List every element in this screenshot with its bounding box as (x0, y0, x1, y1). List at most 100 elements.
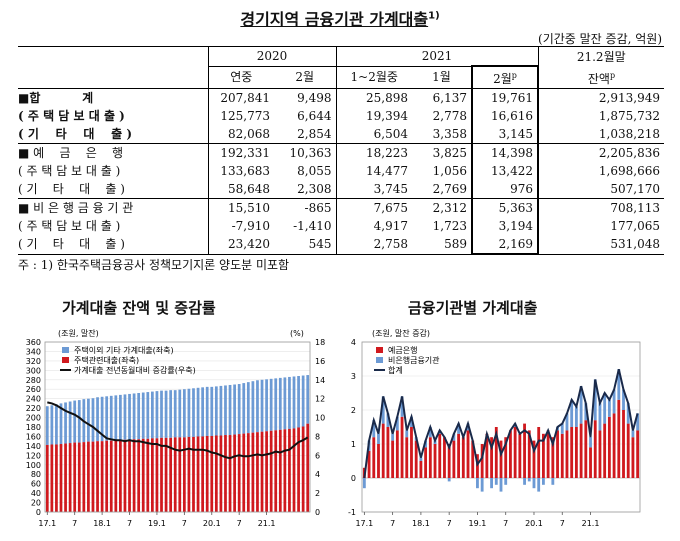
row-label: ( 기 타 대 출 ) (18, 182, 125, 196)
cell-value: 2,854 (297, 127, 332, 141)
bar-bank (461, 437, 465, 478)
row-label: ■ 예 금 은 행 (18, 143, 208, 162)
y-right-tick-label: 14 (315, 376, 325, 385)
row-label: ( 주 택 담 보 대 출 ) (18, 164, 121, 178)
cell-value: 507,170 (537, 180, 664, 199)
bar-bank (598, 430, 602, 478)
y-tick-label: 0 (351, 474, 356, 483)
y-right-tick-label: 16 (315, 357, 325, 366)
header-jan-feb: 1~2월중 (335, 66, 412, 89)
bar-bank (504, 437, 508, 478)
bar-other-loans (306, 375, 310, 424)
bar-nonbank (537, 478, 541, 492)
y-left-tick-label: 60 (31, 480, 41, 489)
total-line (363, 368, 639, 479)
bar-housing-loans (256, 432, 259, 512)
header-balance-date: 21.2월말 (537, 46, 664, 66)
bar-nonbank (617, 369, 621, 400)
bar-other-loans (205, 386, 209, 436)
balance-growth-chart: (조원, 말잔) (%)02040608010012014016018020022… (26, 328, 325, 528)
cell-value: 1,875,732 (537, 107, 664, 125)
bar-housing-loans (146, 438, 150, 512)
header-feb-2020: 2월 (295, 70, 315, 85)
bar-housing-loans (68, 443, 72, 512)
x-tick-label: 7 (560, 519, 565, 528)
bar-nonbank (574, 406, 578, 427)
y-tick-label: 3 (351, 372, 356, 381)
y-right-tick-label: 0 (315, 508, 320, 517)
cell-value: 1,038,218 (537, 125, 664, 144)
bar-housing-loans (205, 435, 209, 512)
bar-nonbank (598, 403, 602, 431)
left-axis-unit: (조원, 말잔) (58, 328, 99, 338)
bar-bank (589, 447, 592, 478)
legend-label: 예금은행 (388, 345, 417, 355)
bar-nonbank (400, 396, 404, 417)
cell-value: 4,917 (335, 217, 412, 235)
bar-other-loans (109, 395, 113, 441)
bar-nonbank (565, 413, 569, 431)
bar-bank (509, 430, 512, 478)
cell-value: 708,113 (537, 198, 664, 217)
bar-bank (584, 420, 588, 478)
cell-value: 7,675 (335, 198, 412, 217)
bar-housing-loans (196, 436, 200, 512)
bar-nonbank (584, 403, 588, 421)
legend-label: 가계대출 전년동월대비 증감률(우축) (74, 365, 196, 375)
bar-other-loans (256, 380, 259, 433)
bar-other-loans (246, 382, 250, 434)
cell-value: 3,358 (432, 127, 467, 141)
bar-nonbank (541, 478, 545, 485)
cell-value: 18,223 (335, 143, 412, 162)
legend-label: 주택관련대출(좌축) (74, 355, 139, 365)
x-tick-label: 19.1 (148, 519, 166, 528)
bar-housing-loans (55, 444, 58, 512)
bar-other-loans (87, 398, 90, 442)
bar-nonbank (377, 433, 380, 444)
bar-housing-loans (251, 432, 255, 512)
report-title-text: 경기지역 금융기관 가계대출 (240, 10, 429, 29)
bar-bank (636, 430, 640, 478)
bar-bank (438, 433, 442, 478)
cell-value: -865 (274, 198, 336, 217)
bar-nonbank (603, 393, 607, 424)
cell-value: 976 (471, 180, 539, 199)
bar-housing-loans (77, 442, 81, 512)
bar-bank (556, 430, 559, 478)
y-tick-label: 1 (351, 440, 356, 449)
y-left-tick-label: 140 (26, 442, 41, 451)
bar-other-loans (228, 384, 232, 436)
bar-other-loans (164, 390, 168, 438)
header-annual: 연중 (207, 66, 274, 89)
bar-bank (579, 423, 583, 478)
table-header-years: 2020 2021 21.2월말 (18, 46, 664, 89)
bar-housing-loans (132, 439, 136, 512)
cell-value: 10,363 (274, 143, 336, 162)
bar-nonbank (560, 423, 564, 434)
right-chart-title: 금융기관별 가계대출 (408, 299, 538, 317)
bar-bank (612, 413, 616, 478)
bar-bank (400, 416, 404, 478)
x-tick-label: 21.1 (582, 519, 600, 528)
cell-value: 133,683 (207, 162, 274, 180)
bar-bank (631, 437, 635, 478)
table-row: ( 주 택 담 보 대 출 ) 125,773 6,644 19,394 2,778 16… (18, 107, 664, 125)
bar-other-loans (114, 395, 118, 441)
bar-bank (513, 427, 517, 478)
cell-value: 14,477 (335, 162, 412, 180)
bar-housing-loans (59, 444, 63, 512)
bar-bank (367, 450, 371, 478)
bar-nonbank (579, 386, 583, 424)
bar-other-loans (210, 386, 214, 436)
table-row: ( 기 타 대 출 ) 82,068 2,854 6,504 3,358 3,145 1,0… (18, 125, 664, 144)
cell-value: 25,898 (335, 88, 412, 107)
bar-housing-loans (219, 435, 223, 512)
bar-housing-loans (45, 444, 49, 512)
bar-other-loans (55, 404, 58, 445)
bar-bank (476, 454, 479, 478)
header-jan: 1월 (432, 70, 451, 85)
bar-nonbank (636, 413, 640, 431)
bar-nonbank (391, 433, 395, 441)
bar-nonbank (499, 478, 503, 492)
cell-value: 9,498 (274, 88, 336, 107)
